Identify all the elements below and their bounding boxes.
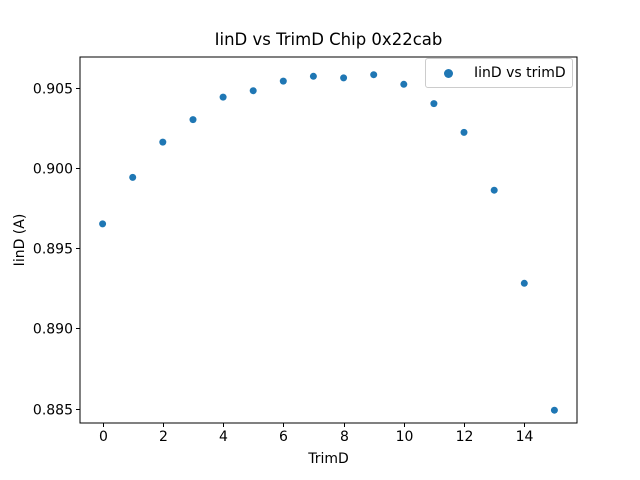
data-point <box>159 138 167 146</box>
x-tick-label: 6 <box>279 429 288 445</box>
x-tick-label: 0 <box>99 429 108 445</box>
x-axis-label: TrimD <box>308 451 349 467</box>
x-tick-label: 14 <box>516 429 534 445</box>
data-point <box>129 173 137 181</box>
data-point <box>340 74 348 82</box>
y-tick-label: 0.900 <box>33 162 73 178</box>
data-point <box>99 220 107 228</box>
plot-border <box>79 56 578 424</box>
data-point <box>400 80 408 88</box>
legend-marker-icon <box>444 68 453 78</box>
x-tick-label: 10 <box>396 429 414 445</box>
data-point <box>249 87 257 95</box>
y-tick-label: 0.905 <box>33 82 73 98</box>
x-tick-label: 12 <box>456 429 474 445</box>
data-point <box>460 128 468 136</box>
data-point <box>550 406 558 414</box>
data-point <box>219 93 227 101</box>
data-point <box>520 279 528 287</box>
data-point <box>309 72 317 80</box>
data-point <box>189 116 197 124</box>
x-tick-label: 4 <box>219 429 228 445</box>
x-tick-label: 2 <box>159 429 168 445</box>
data-point <box>430 100 438 108</box>
y-tick-label: 0.885 <box>33 403 73 419</box>
y-tick-label: 0.890 <box>33 322 73 338</box>
y-axis-label: IinD (A) <box>12 213 28 267</box>
legend-label: IinD vs trimD <box>474 65 566 81</box>
data-point <box>370 71 378 79</box>
data-point <box>490 186 498 194</box>
chart-title: IinD vs TrimD Chip 0x22cab <box>214 30 443 49</box>
y-tick-label: 0.895 <box>33 242 73 258</box>
x-tick-label: 8 <box>340 429 349 445</box>
legend: IinD vs trimD <box>425 58 573 88</box>
data-point <box>279 77 287 85</box>
